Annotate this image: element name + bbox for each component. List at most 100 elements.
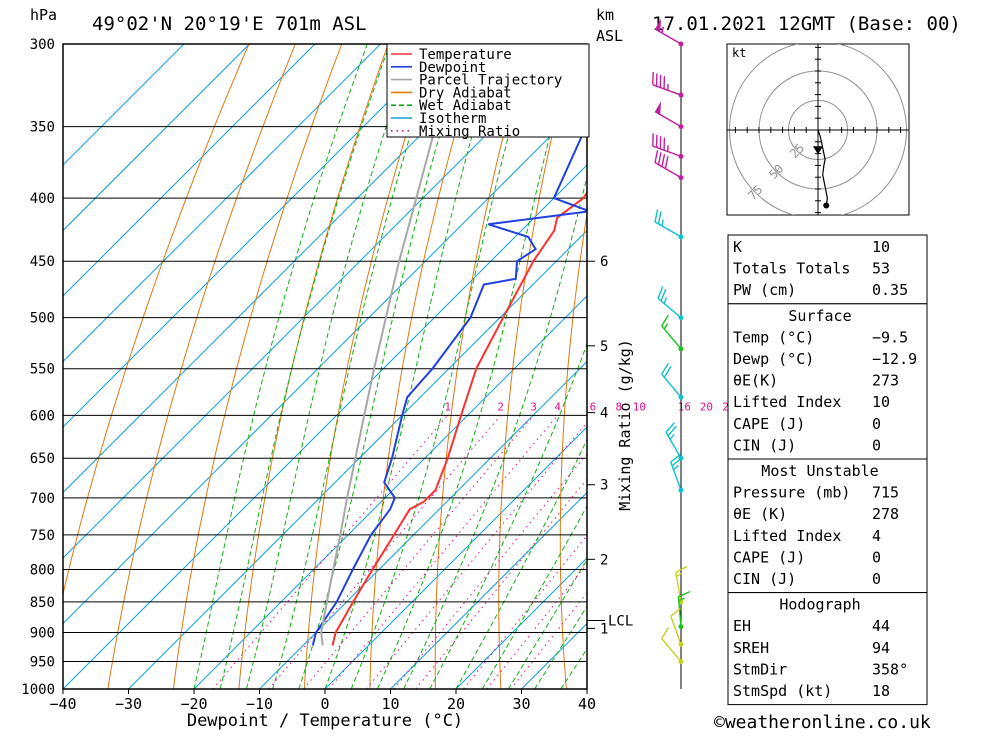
pressure-tick-label: 600 — [30, 408, 55, 424]
pressure-tick-label: 950 — [30, 655, 55, 671]
pressure-tick-label: 800 — [30, 562, 55, 578]
lcl-label: LCL — [608, 614, 633, 630]
km-tick-label: 5 — [600, 339, 608, 355]
table-row-label: CIN (J) — [733, 570, 796, 588]
wind-barb — [653, 133, 684, 158]
wind-barb-full — [658, 211, 661, 223]
isotherm-line — [0, 44, 446, 689]
table-row-label: SREH — [733, 639, 769, 657]
table-row-value: 0 — [872, 570, 881, 588]
table-row-value: −9.5 — [872, 328, 908, 346]
table-row-label: CAPE (J) — [733, 415, 805, 433]
km-tick-label: 2 — [600, 552, 608, 568]
table-row-label: θE (K) — [733, 505, 787, 523]
wind-barb-shaft — [655, 222, 681, 237]
wind-barb-half — [664, 298, 666, 304]
mixing-ratio-label: 20 — [700, 400, 713, 413]
km-tick-label: 3 — [600, 478, 608, 494]
mixing-ratio-label: 2 — [497, 400, 504, 413]
wind-profile — [653, 19, 690, 689]
table-row-value: 18 — [872, 682, 890, 700]
wind-barb-full — [655, 209, 658, 221]
series-parcel-trajectory-line — [321, 95, 444, 645]
wind-barb — [662, 315, 684, 351]
dry-adiabat-line — [108, 44, 295, 689]
isotherm-line — [129, 44, 774, 689]
table-row-label: Dewp (°C) — [733, 350, 814, 368]
mixing-ratio-label: 1 — [444, 400, 451, 413]
pressure-tick-label: 500 — [30, 311, 55, 327]
table-row-label: Totals Totals — [733, 260, 850, 278]
table-row-label: StmDir — [733, 660, 787, 678]
wind-barb-shaft — [662, 639, 681, 662]
table-row-label: StmSpd (kt) — [733, 682, 832, 700]
mixing-ratio-lines — [213, 415, 729, 689]
x-tick-label: −40 — [49, 695, 76, 713]
table-row-label: Lifted Index — [733, 527, 841, 545]
table-row-label: K — [733, 238, 742, 256]
wind-barb-full — [662, 628, 669, 639]
isotherm-line — [0, 44, 381, 689]
wind-barb-half — [670, 434, 674, 439]
wind-barb-full — [665, 156, 668, 168]
hodograph-end-point — [823, 203, 829, 209]
dry-adiabat-line — [991, 44, 1000, 689]
legend-label: Mixing Ratio — [419, 124, 520, 140]
wind-barb-full — [662, 154, 665, 166]
wind-barb-shaft — [671, 616, 681, 644]
table-row-label: θE(K) — [733, 372, 778, 390]
table-title: Most Unstable — [761, 462, 878, 480]
dry-adiabat-line — [678, 44, 714, 689]
dry-adiabat-line — [499, 44, 574, 689]
isobar-lines — [63, 44, 587, 689]
wind-barb-full — [658, 152, 661, 164]
table-row-value: 0 — [872, 415, 881, 433]
mixing-ratio-line — [394, 415, 619, 689]
dry-adiabat-line — [370, 44, 481, 689]
table-row-value: 44 — [872, 617, 890, 635]
wind-barb-half — [673, 466, 678, 470]
table-row-label: PW (cm) — [733, 281, 796, 299]
wind-barb-shaft — [655, 112, 681, 127]
mixing-ratio-labels: 12346810162025 — [444, 400, 735, 413]
wind-barb-shaft — [662, 326, 681, 349]
mixing-ratio-label: 3 — [530, 400, 537, 413]
table-row-value: 0 — [872, 548, 881, 566]
table-row-value: 10 — [872, 238, 890, 256]
table-row-value: 273 — [872, 372, 899, 390]
pressure-tick-label: 550 — [30, 362, 55, 378]
pressure-tick-label: 750 — [30, 528, 55, 544]
table-row-value: 94 — [872, 639, 890, 657]
table-row-label: CIN (J) — [733, 436, 796, 454]
wet-adiabat-line — [351, 44, 533, 689]
wet-adiabat-line — [456, 44, 734, 689]
wet-adiabat-line — [299, 44, 468, 689]
mixing-ratio-line — [487, 415, 707, 689]
wind-barb — [655, 209, 683, 239]
wind-barb-shaft — [671, 462, 681, 490]
km-tick-label: 4 — [600, 406, 608, 422]
right-axis-title: Mixing Ratio (g/kg) — [616, 339, 634, 511]
wind-barb — [662, 363, 684, 399]
wind-barb — [653, 72, 684, 97]
isotherm-line — [63, 44, 708, 689]
table-row-label: EH — [733, 617, 751, 635]
dry-adiabat-line — [239, 44, 388, 689]
wind-barb-full — [655, 150, 658, 162]
pressure-axis: 3003504004505005506006507007508008509009… — [21, 37, 55, 698]
x-axis-title: Dewpoint / Temperature (°C) — [187, 711, 463, 731]
plot-frame — [63, 44, 587, 689]
pressure-tick-label: 350 — [30, 120, 55, 136]
mixing-ratio-line — [269, 415, 501, 689]
wind-barb-half — [664, 324, 667, 329]
wind-barb-full — [661, 289, 666, 301]
header-asl: ASL — [596, 27, 623, 45]
table-row-value: 358° — [872, 660, 908, 678]
table-row-value: 278 — [872, 505, 899, 523]
header-km: km — [596, 6, 614, 24]
isotherm-line — [0, 44, 184, 689]
